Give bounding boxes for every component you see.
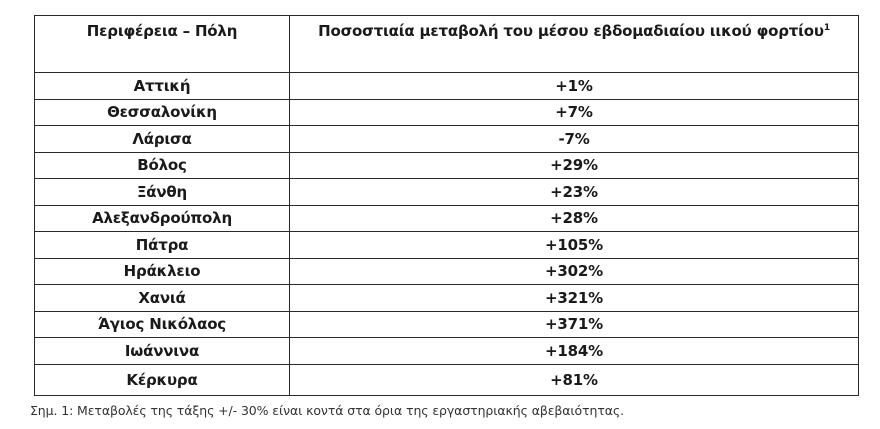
cell-change: +105% <box>289 231 859 259</box>
table-row: Ξάνθη +23% <box>34 178 859 206</box>
cell-city: Ξάνθη <box>34 178 290 206</box>
cell-change: +81% <box>289 363 859 396</box>
table-row: Αττική +1% <box>34 72 859 100</box>
header-percent-change-label: Ποσοστιαία μεταβολή του μέσου εβδομαδιαί… <box>318 22 824 40</box>
table-header-row: Περιφέρεια – Πόλη Ποσοστιαία μεταβολή το… <box>34 15 859 73</box>
header-region-city-label: Περιφέρεια – Πόλη <box>86 22 238 40</box>
cell-change: +302% <box>289 257 859 285</box>
header-region-city: Περιφέρεια – Πόλη <box>34 15 290 73</box>
viral-load-change-table: Περιφέρεια – Πόλη Ποσοστιαία μεταβολή το… <box>34 15 859 396</box>
header-percent-change: Ποσοστιαία μεταβολή του μέσου εβδομαδιαί… <box>289 15 859 73</box>
cell-city: Ηράκλειο <box>34 257 290 285</box>
table-row: Πάτρα +105% <box>34 231 859 259</box>
cell-change: +7% <box>289 98 859 126</box>
cell-city: Αττική <box>34 72 290 100</box>
cell-city: Χανιά <box>34 284 290 312</box>
table-row: Ηράκλειο +302% <box>34 257 859 285</box>
footnote-marker: 1 <box>823 23 830 33</box>
viral-load-table-container: Περιφέρεια – Πόλη Ποσοστιαία μεταβολή το… <box>34 15 859 396</box>
table-row: Βόλος +29% <box>34 151 859 179</box>
cell-city: Άγιος Νικόλαος <box>34 310 290 338</box>
table-row: Ιωάννινα +184% <box>34 337 859 365</box>
footnote-text: Σημ. 1: Μεταβολές της τάξης +/- 30% είνα… <box>30 403 624 418</box>
table-row: Χανιά +321% <box>34 284 859 312</box>
table-row: Λάρισα -7% <box>34 125 859 153</box>
cell-city: Πάτρα <box>34 231 290 259</box>
table-row: Αλεξανδρούπολη +28% <box>34 204 859 232</box>
table-row: Άγιος Νικόλαος +371% <box>34 310 859 338</box>
cell-change: +29% <box>289 151 859 179</box>
cell-change: -7% <box>289 125 859 153</box>
cell-change: +1% <box>289 72 859 100</box>
table-row: Κέρκυρα +81% <box>34 363 859 396</box>
cell-city: Λάρισα <box>34 125 290 153</box>
cell-change: +371% <box>289 310 859 338</box>
cell-city: Αλεξανδρούπολη <box>34 204 290 232</box>
cell-city: Βόλος <box>34 151 290 179</box>
cell-city: Θεσσαλονίκη <box>34 98 290 126</box>
cell-city: Ιωάννινα <box>34 337 290 365</box>
cell-change: +321% <box>289 284 859 312</box>
cell-change: +28% <box>289 204 859 232</box>
table-row: Θεσσαλονίκη +7% <box>34 98 859 126</box>
cell-change: +184% <box>289 337 859 365</box>
cell-city: Κέρκυρα <box>34 363 290 396</box>
cell-change: +23% <box>289 178 859 206</box>
